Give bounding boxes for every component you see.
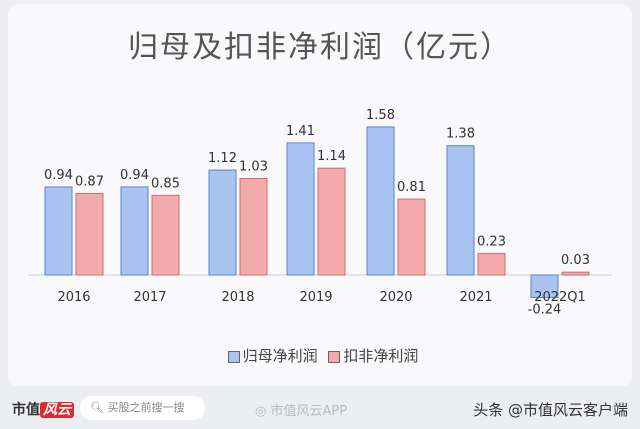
weibo-icon: ◎ [255,404,267,419]
x-tick-label: 2017 [133,290,166,305]
x-tick-label: 2020 [379,290,412,305]
bar-parent-2016 [44,186,73,276]
footer: 市值 风云 🔍︎ 买股之前搜一搜 ◎ 市值风云APP 头条 @市值风云客户端 [0,394,640,424]
legend-label-deducted: 扣非净利润 [343,347,419,365]
bar-deducted-2016 [75,192,104,276]
data-label: 0.03 [561,253,590,268]
data-label: 1.03 [239,159,268,174]
x-tick-label: 2018 [221,290,254,305]
x-tick-label: 2022Q1 [534,290,586,305]
bar-parent-2020 [366,126,395,276]
search-box[interactable]: 🔍︎ 买股之前搜一搜 [80,396,205,420]
bar-deducted-2022Q1 [561,271,590,276]
x-tick-label: 2016 [57,290,90,305]
data-label: 0.23 [477,234,506,249]
search-placeholder: 买股之前搜一搜 [107,401,185,414]
bar-parent-2021 [446,145,475,276]
bar-deducted-2019 [317,167,346,276]
legend: 归母净利润 扣非净利润 [0,345,640,366]
bar-parent-2018 [208,169,237,276]
data-label: 0.85 [151,176,180,191]
data-label: 0.87 [75,174,104,189]
bar-parent-2019 [286,142,315,276]
legend-label-parent: 归母净利润 [242,347,318,365]
legend-swatch-deducted [328,350,341,363]
bar-deducted-2017 [151,194,180,276]
data-label: 0.94 [44,168,73,183]
data-label: 0.94 [120,168,149,183]
chart-title: 归母及扣非净利润（亿元） [128,30,512,65]
bar-deducted-2020 [397,198,426,276]
data-label: -0.24 [528,302,562,317]
x-tick-label: 2021 [459,290,492,305]
data-label: 1.14 [317,149,346,164]
data-label: 0.81 [397,180,426,195]
legend-swatch-parent [227,350,240,363]
bar-deducted-2018 [239,177,268,276]
data-label: 1.12 [208,151,237,166]
bar-parent-2017 [120,186,149,276]
weibo-watermark: ◎ 市值风云APP [255,404,348,419]
x-tick-label: 2019 [299,290,332,305]
bar-parent-2022Q1 [530,274,559,298]
data-label: 1.41 [286,124,315,139]
brand-logo: 市值 风云 [12,399,74,419]
data-label: 1.38 [446,127,475,142]
source-credit: 头条 @市值风云客户端 [473,401,628,419]
bar-deducted-2021 [477,252,506,276]
data-label: 1.58 [366,108,395,123]
search-icon: 🔍︎ [90,401,104,414]
